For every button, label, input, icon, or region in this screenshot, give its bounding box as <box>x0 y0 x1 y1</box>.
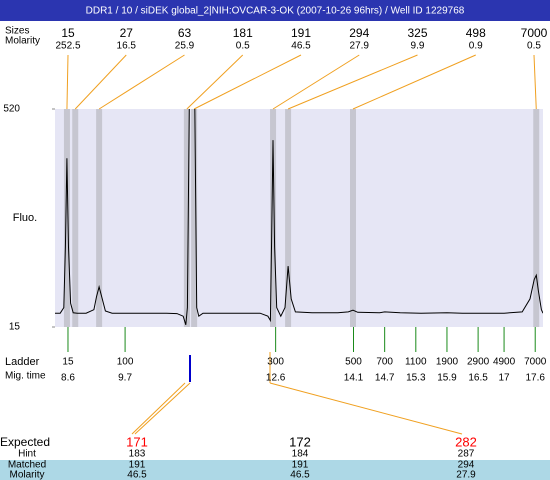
peak-connector <box>287 54 418 110</box>
peak-size: 181 <box>233 26 253 40</box>
ladder-size: 4900 <box>493 357 516 368</box>
table-expected: 282 <box>455 434 477 449</box>
peak-connector <box>98 54 185 110</box>
peak-band <box>285 109 292 327</box>
peak-connector <box>193 54 302 110</box>
peak-molarity: 0.5 <box>527 41 541 52</box>
ladder-size: 300 <box>267 357 284 368</box>
peak-band <box>270 109 277 327</box>
peak-row-label: Molarity <box>5 36 40 47</box>
y-label: Fluo. <box>13 212 37 224</box>
ladder-size: 500 <box>345 357 362 368</box>
ladder-size: 2900 <box>467 357 490 368</box>
ladder-size: 1900 <box>436 357 459 368</box>
connector <box>134 382 191 435</box>
peak-connector <box>74 54 127 110</box>
ladder-time: 17 <box>499 373 511 384</box>
peak-connector <box>66 54 69 110</box>
peak-band <box>72 109 79 327</box>
table-expected: 172 <box>289 434 311 449</box>
ladder-label: Ladder <box>5 356 40 368</box>
ladder-time: 9.7 <box>118 373 132 384</box>
ladder-size: 15 <box>62 357 74 368</box>
peak-molarity: 0.5 <box>236 41 250 52</box>
title: DDR1 / 10 / siDEK global_2|NIH:OVCAR-3-O… <box>86 6 465 17</box>
ladder-size: 1100 <box>405 357 427 368</box>
table-row-label: Expected <box>0 435 50 449</box>
y-tick-label: 15 <box>9 322 21 333</box>
ladder-size: 7000 <box>524 357 547 368</box>
table-row-label: Molarity <box>9 470 44 480</box>
peak-connector <box>186 54 244 110</box>
table-molarity: 27.9 <box>456 470 476 480</box>
title-bar <box>0 0 550 21</box>
peak-size: 191 <box>291 26 311 40</box>
table-row-label: Matched <box>8 460 46 471</box>
ladder-time: 14.7 <box>375 373 395 384</box>
peak-band <box>183 109 190 327</box>
connector <box>269 382 463 435</box>
peak-band <box>349 109 356 327</box>
peak-molarity: 0.9 <box>469 41 483 52</box>
table-matched: 191 <box>129 460 146 471</box>
peak-band <box>63 109 70 327</box>
ladder-time-label: Mig. time <box>5 371 46 382</box>
trace <box>55 109 543 325</box>
table-hint: 183 <box>129 449 146 460</box>
peak-size: 498 <box>466 26 486 40</box>
peak-molarity: 46.5 <box>291 41 311 52</box>
peak-row-label: Sizes <box>5 26 29 37</box>
table-hint: 184 <box>292 449 309 460</box>
table-molarity: 46.5 <box>127 470 147 480</box>
ladder-time: 17.6 <box>525 373 545 384</box>
peak-size: 27 <box>120 26 134 40</box>
peak-connector <box>352 54 476 110</box>
ladder-time: 8.6 <box>61 373 75 384</box>
peak-band <box>96 109 103 327</box>
ladder-time: 15.3 <box>406 373 426 384</box>
peak-connector <box>272 54 360 110</box>
plot-area <box>55 109 543 327</box>
peak-size: 7000 <box>521 26 548 40</box>
ladder-size: 100 <box>117 357 134 368</box>
table-molarity: 46.5 <box>290 470 310 480</box>
table-matched: 294 <box>458 460 475 471</box>
peak-size: 294 <box>349 26 369 40</box>
peak-connector <box>533 54 537 110</box>
ladder-time: 14.1 <box>344 373 364 384</box>
table-hint: 287 <box>458 449 475 460</box>
peak-size: 325 <box>407 26 427 40</box>
ladder-time: 16.5 <box>468 373 488 384</box>
peak-molarity: 252.5 <box>55 41 80 52</box>
peak-size: 15 <box>61 26 75 40</box>
connector <box>131 382 186 435</box>
table-expected: 171 <box>126 434 148 449</box>
y-tick-label: 520 <box>3 104 20 115</box>
ladder-size: 700 <box>376 357 393 368</box>
peak-band <box>533 109 540 327</box>
peak-molarity: 16.5 <box>117 41 137 52</box>
table-matched: 191 <box>292 460 309 471</box>
table-row-label: Hint <box>18 449 36 460</box>
ladder-time: 12.6 <box>266 373 286 384</box>
matched-band <box>0 460 550 480</box>
peak-band <box>191 109 198 327</box>
peak-molarity: 9.9 <box>411 41 425 52</box>
peak-size: 63 <box>178 26 192 40</box>
ladder-time: 15.9 <box>437 373 457 384</box>
peak-molarity: 25.9 <box>175 41 195 52</box>
peak-molarity: 27.9 <box>350 41 370 52</box>
